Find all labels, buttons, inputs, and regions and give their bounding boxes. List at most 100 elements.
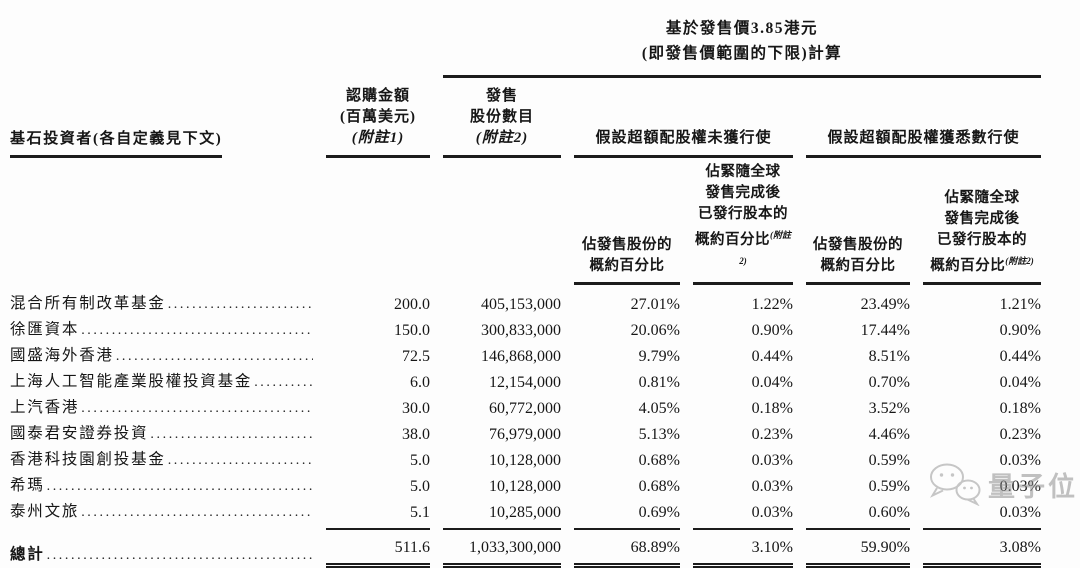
cell-pct-offer-fully-exercised: 8.51%: [868, 347, 910, 365]
group-header-overallotment-fully-exercised: 假設超額配股權獲悉數行使: [806, 78, 1041, 158]
subheader-pct-of-offer-shares-1: 佔發售股份的 概約百分比: [574, 231, 680, 285]
cell-amount: 72.5: [402, 347, 430, 365]
cell-pct-capital-fully-exercised: 0.04%: [999, 373, 1041, 391]
dot-leader: [148, 422, 313, 447]
dot-leader: [45, 474, 313, 499]
cell-shares: 10,285,000: [489, 503, 561, 521]
subheader-pct-capital-note-2: (附註2): [1005, 255, 1034, 266]
investor-name-label: 上海人工智能產業股權投資基金: [10, 372, 253, 390]
col-header-amount-text: 認購金額 (百萬美元): [340, 88, 416, 125]
subheader-pct-capital-text-2: 佔緊隨全球 發售完成後 已發行股本的 概約百分比: [930, 189, 1027, 274]
dot-leader: [79, 318, 313, 343]
dot-leader: [166, 448, 313, 473]
subheader-pct-of-issued-capital-1: 佔緊隨全球 發售完成後 已發行股本的 概約百分比(附註2): [693, 158, 793, 285]
cell-pct-capital-not-exercised: 0.44%: [751, 347, 793, 365]
dot-leader: [79, 396, 313, 421]
cell-pct-offer-fully-exercised: 3.52%: [868, 399, 910, 417]
investor-name-label: 徐匯資本: [10, 320, 80, 338]
table-row-investor-name: 混合所有制改革基金: [10, 291, 313, 317]
cell-pct-offer-fully-exercised: 0.70%: [868, 373, 910, 391]
cell-pct-capital-not-exercised: 1.22%: [751, 295, 793, 313]
subheader-pct-capital-text-1: 佔緊隨全球 發售完成後 已發行股本的 概約百分比: [695, 164, 788, 248]
cell-pct-capital-not-exercised: 0.03%: [751, 503, 793, 521]
col-header-amount-note: (附註1): [351, 130, 405, 146]
investor-name-label: 國盛海外香港: [10, 346, 114, 364]
cell-pct-capital-not-exercised: 0.03%: [751, 451, 793, 469]
table-row-investor-name: 泰州文旅: [10, 499, 313, 525]
col-header-subscription-amount: 認購金額 (百萬美元) (附註1): [326, 78, 430, 158]
cell-shares: 146,868,000: [481, 347, 561, 365]
cell-pct-capital-not-exercised: 0.18%: [751, 399, 793, 417]
cell-pct-capital-not-exercised: 0.23%: [751, 425, 793, 443]
cell-pct-offer-fully-exercised: 0.59%: [868, 451, 910, 469]
cell-pct-capital-not-exercised: 0.90%: [751, 321, 793, 339]
cell-pct-offer-not-exercised: 0.68%: [638, 451, 680, 469]
total-shares: 1,033,300,000: [443, 527, 561, 568]
total-row-label: 總計: [10, 531, 313, 568]
cell-pct-offer-fully-exercised: 23.49%: [860, 295, 910, 313]
total-pct-capital-fully-exercised: 3.08%: [923, 527, 1041, 568]
table-row-investor-name: 國泰君安證券投資: [10, 421, 313, 447]
dot-leader: [114, 344, 313, 369]
col-header-investor-label: 基石投資者(各自定義見下文): [10, 127, 223, 158]
dot-leader: [252, 370, 313, 395]
cell-pct-offer-fully-exercised: 0.60%: [868, 503, 910, 521]
table-row-investor-name: 徐匯資本: [10, 317, 313, 343]
cell-pct-capital-fully-exercised: 0.90%: [999, 321, 1041, 339]
cell-pct-offer-not-exercised: 0.69%: [638, 503, 680, 521]
investor-name-label: 泰州文旅: [10, 502, 80, 520]
col-header-shares-note: (附註2): [475, 130, 529, 146]
group-header-overallotment-not-exercised: 假設超額配股權未獲行使: [574, 78, 793, 158]
cell-pct-capital-fully-exercised: 0.44%: [999, 347, 1041, 365]
table-row-investor-name: 香港科技園創投基金: [10, 447, 313, 473]
cell-amount: 5.1: [410, 503, 430, 521]
cell-pct-offer-fully-exercised: 4.46%: [868, 425, 910, 443]
cell-pct-capital-fully-exercised: 0.03%: [999, 477, 1041, 495]
cell-pct-offer-fully-exercised: 0.59%: [868, 477, 910, 495]
dot-leader: [166, 292, 313, 317]
table-row-investor-name: 上海人工智能產業股權投資基金: [10, 369, 313, 395]
cell-amount: 6.0: [410, 373, 430, 391]
total-pct-offer-not-exercised: 68.89%: [574, 527, 680, 568]
subheader-pct-of-offer-shares-2: 佔發售股份的 概約百分比: [806, 231, 910, 285]
cell-pct-capital-fully-exercised: 0.18%: [999, 399, 1041, 417]
cell-pct-offer-not-exercised: 5.13%: [638, 425, 680, 443]
total-amount: 511.6: [326, 527, 430, 568]
table-row-investor-name: 希瑪: [10, 473, 313, 499]
cell-amount: 5.0: [410, 451, 430, 469]
subheader-pct-offer-text-2: 佔發售股份的 概約百分比: [813, 236, 903, 274]
dot-leader: [45, 543, 313, 568]
cell-shares: 76,979,000: [489, 425, 561, 443]
cell-pct-offer-not-exercised: 27.01%: [630, 295, 680, 313]
investor-name-label: 希瑪: [10, 476, 45, 494]
cell-pct-capital-not-exercised: 0.03%: [751, 477, 793, 495]
cell-pct-offer-not-exercised: 20.06%: [630, 321, 680, 339]
cell-amount: 5.0: [410, 477, 430, 495]
investor-name-label: 香港科技園創投基金: [10, 450, 166, 468]
prospectus-table-page: 基於發售價3.85港元 (即發售價範圍的下限)計算 基石投資者(各自定義見下文)…: [0, 0, 1080, 533]
cell-pct-offer-not-exercised: 4.05%: [638, 399, 680, 417]
cell-amount: 30.0: [402, 399, 430, 417]
cell-pct-offer-not-exercised: 0.81%: [638, 373, 680, 391]
cell-amount: 150.0: [394, 321, 430, 339]
cell-shares: 405,153,000: [481, 295, 561, 313]
investor-name-label: 上汽香港: [10, 398, 80, 416]
cell-shares: 10,128,000: [489, 477, 561, 495]
dot-leader: [79, 500, 313, 525]
cell-shares: 12,154,000: [489, 373, 561, 391]
cell-pct-capital-fully-exercised: 0.23%: [999, 425, 1041, 443]
total-pct-capital-not-exercised: 3.10%: [693, 527, 793, 568]
investor-name-label: 混合所有制改革基金: [10, 294, 166, 312]
cell-pct-capital-fully-exercised: 0.03%: [999, 451, 1041, 469]
investor-name-label: 國泰君安證券投資: [10, 424, 149, 442]
col-header-offer-shares: 發售 股份數目 (附註2): [443, 78, 561, 158]
subheader-pct-offer-text-1: 佔發售股份的 概約百分比: [582, 236, 672, 274]
cell-pct-capital-not-exercised: 0.04%: [751, 373, 793, 391]
cell-pct-capital-fully-exercised: 0.03%: [999, 503, 1041, 521]
cell-shares: 10,128,000: [489, 451, 561, 469]
cell-pct-offer-not-exercised: 0.68%: [638, 477, 680, 495]
subheader-pct-of-issued-capital-2: 佔緊隨全球 發售完成後 已發行股本的 概約百分比(附註2): [923, 184, 1041, 285]
cell-amount: 200.0: [394, 295, 430, 313]
cell-pct-capital-fully-exercised: 1.21%: [999, 295, 1041, 313]
